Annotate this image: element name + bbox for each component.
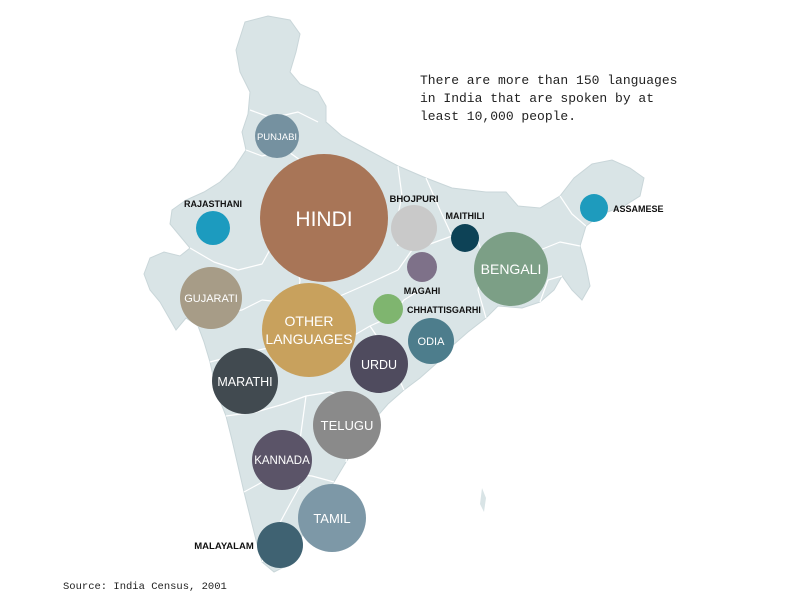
kannada-label: KANNADA (254, 455, 310, 467)
source-note: Source: India Census, 2001 (63, 581, 227, 593)
odia-bubble (408, 318, 454, 364)
chhattisgarhi-label: CHHATTISGARHI (407, 305, 481, 315)
bengali-bubble (474, 232, 548, 306)
odia-label: ODIA (418, 336, 446, 348)
tamil-bubble (298, 484, 366, 552)
urdu-label: URDU (361, 358, 397, 372)
chhattisgarhi-bubble (373, 294, 403, 324)
bengali-label: BENGALI (481, 261, 542, 277)
kannada-bubble (252, 430, 312, 490)
magahi-label: MAGAHI (404, 286, 441, 296)
marathi-bubble (212, 348, 278, 414)
other-languages-label-line: OTHER (285, 313, 334, 329)
gujarati-bubble (180, 267, 242, 329)
caption-line: There are more than 150 languages (420, 73, 678, 88)
other-languages-label: OTHER LANGUAGES (265, 313, 352, 347)
andaman-islands-shape (480, 488, 486, 512)
hindi-label: HINDI (295, 208, 352, 231)
assamese-label: ASSAMESE (613, 204, 664, 214)
malayalam-label: MALAYALAM (194, 541, 254, 552)
hindi-bubble (260, 154, 388, 282)
caption-line: in India that are spoken by at (420, 91, 655, 106)
telugu-label: TELUGU (321, 418, 374, 433)
bhojpuri-label: BHOJPURI (389, 194, 438, 205)
other-languages-bubble (262, 283, 356, 377)
language-bubbles (180, 114, 608, 568)
punjabi-bubble (255, 114, 299, 158)
tamil-label: TAMIL (313, 511, 350, 526)
rajasthani-label: RAJASTHANI (184, 199, 242, 209)
rajasthani-bubble (196, 211, 230, 245)
caption-text: There are more than 150 languages in Ind… (420, 72, 720, 126)
urdu-bubble (350, 335, 408, 393)
other-languages-label-line: LANGUAGES (265, 331, 352, 347)
maithili-label: MAITHILI (446, 211, 485, 221)
gujarati-label: GUJARATI (184, 293, 238, 305)
caption-line: least 10,000 people. (420, 109, 577, 124)
maithili-bubble (451, 224, 479, 252)
punjabi-label: PUNJABI (257, 132, 297, 143)
magahi-bubble (407, 252, 437, 282)
bhojpuri-bubble (391, 205, 437, 251)
telugu-bubble (313, 391, 381, 459)
marathi-label: MARATHI (217, 375, 272, 389)
language-labels: HINDI OTHER LANGUAGES BENGALI TELUGU MARATHI T… (184, 132, 664, 552)
assamese-bubble (580, 194, 608, 222)
malayalam-bubble (257, 522, 303, 568)
